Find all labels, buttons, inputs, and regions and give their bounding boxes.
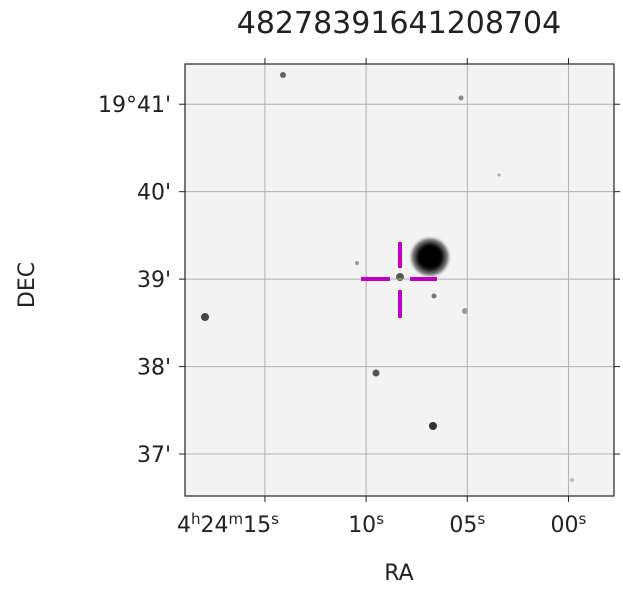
- star: [396, 273, 404, 281]
- star: [431, 293, 437, 299]
- star: [458, 95, 464, 101]
- x-tick-label: 00s: [551, 510, 587, 538]
- plot-frame: [184, 63, 615, 497]
- y-tick-label: 40': [137, 181, 171, 206]
- x-tick-label: 10s: [348, 510, 384, 538]
- x-tick-label: 05s: [449, 510, 485, 538]
- star: [429, 422, 437, 430]
- star: [419, 246, 441, 268]
- y-tick-label: 39': [137, 268, 171, 293]
- y-axis-label: DEC: [15, 262, 40, 308]
- y-tick-label: 19°41': [98, 93, 171, 118]
- crosshair: [361, 242, 437, 318]
- star: [462, 308, 468, 314]
- star: [570, 478, 574, 482]
- stars: [201, 72, 574, 482]
- chart-title: 48278391641208704: [237, 6, 561, 41]
- x-axis-label: RA: [384, 561, 413, 586]
- star: [280, 72, 286, 78]
- x-tick-label: 4h24m15s: [177, 510, 279, 538]
- star: [201, 313, 209, 321]
- star: [372, 369, 380, 377]
- y-tick-label: 38': [137, 356, 171, 381]
- star: [355, 261, 359, 265]
- star: [497, 173, 501, 177]
- y-tick-label: 37': [137, 443, 171, 468]
